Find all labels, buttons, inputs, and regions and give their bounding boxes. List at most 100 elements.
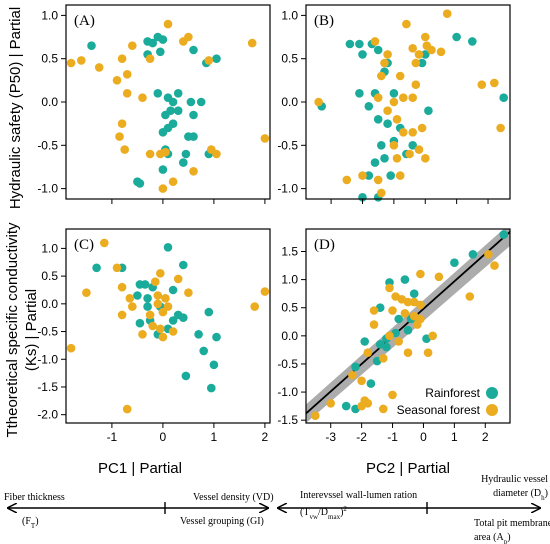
data-point-seasonal xyxy=(442,9,452,18)
data-point-seasonal xyxy=(394,337,404,346)
hydraulic-vessel-label: Hydraulic vessel xyxy=(481,474,548,485)
data-point-rainforest xyxy=(377,141,386,150)
data-point-seasonal xyxy=(122,404,132,414)
fiber-thickness-symbol: (FT) xyxy=(22,516,39,530)
data-point-seasonal xyxy=(405,149,414,159)
data-point-seasonal xyxy=(314,97,323,107)
data-point-seasonal xyxy=(122,89,132,98)
data-point-seasonal xyxy=(400,309,410,318)
data-point-seasonal xyxy=(168,177,178,186)
legend: Rainforest Seasonal forest xyxy=(397,386,498,417)
data-point-seasonal xyxy=(417,123,427,133)
y-tick-label: 0.5 xyxy=(41,269,58,283)
x-tick-label: -2 xyxy=(356,430,367,444)
scatter-panels: (A) 1.0 0.5 0.0 -0.5 -1.0 (B) 1.0 0.5 0.0 -0.5 -1.0… xyxy=(37,4,511,444)
data-point-seasonal xyxy=(117,310,127,320)
x-tick-label: 2 xyxy=(262,430,269,444)
data-point-seasonal xyxy=(120,145,129,154)
y-tick-label: 0.0 xyxy=(281,329,298,343)
data-point-rainforest xyxy=(168,316,178,325)
data-point-seasonal xyxy=(357,376,366,386)
data-point-seasonal xyxy=(380,58,389,68)
data-point-seasonal xyxy=(260,134,270,143)
data-point-seasonal xyxy=(377,71,386,81)
data-point-seasonal xyxy=(161,294,170,303)
data-point-rainforest xyxy=(394,314,404,324)
data-point-seasonal xyxy=(311,411,320,421)
y-tick-label: -0.5 xyxy=(37,325,58,339)
data-point-seasonal xyxy=(421,154,430,163)
y-tick-label: 1.5 xyxy=(281,244,298,258)
data-point-seasonal xyxy=(383,106,392,115)
y-tick-label: 1.0 xyxy=(41,241,58,255)
data-point-seasonal xyxy=(370,37,380,46)
panel-b: (B) 1.0 0.5 0.0 -0.5 -1.0 xyxy=(277,4,511,204)
data-point-rainforest xyxy=(196,97,206,107)
data-point-seasonal xyxy=(388,390,397,400)
x-tick-label: 1 xyxy=(211,430,218,444)
data-point-seasonal xyxy=(395,171,405,180)
vessel-grouping-label: Vessel grouping (GI) xyxy=(180,516,264,527)
data-point-rainforest xyxy=(173,89,183,98)
data-point-seasonal xyxy=(408,128,418,137)
data-point-rainforest xyxy=(400,275,410,284)
data-point-seasonal xyxy=(77,56,86,65)
x-tick-label: 2 xyxy=(482,430,489,444)
data-point-seasonal xyxy=(145,149,155,159)
data-point-rainforest xyxy=(179,313,188,323)
data-point-rainforest xyxy=(450,258,459,268)
plot-frame xyxy=(305,4,511,200)
data-point-seasonal xyxy=(388,306,397,315)
interevssel-symbol: (Tvw/Dmax)2 xyxy=(300,505,347,521)
data-point-rainforest xyxy=(161,110,170,120)
data-point-seasonal xyxy=(403,348,413,358)
data-point-rainforest xyxy=(364,102,374,111)
data-point-seasonal xyxy=(151,277,160,287)
data-point-rainforest xyxy=(499,230,509,239)
data-point-seasonal xyxy=(212,149,221,159)
data-point-rainforest xyxy=(345,39,355,49)
legend-label-seasonal: Seasonal forest xyxy=(397,403,481,417)
y-tick-label: 1.0 xyxy=(281,8,298,22)
data-point-seasonal xyxy=(117,54,127,63)
legend-marker-rainforest xyxy=(486,387,498,399)
data-point-rainforest xyxy=(168,285,178,295)
data-point-seasonal xyxy=(369,306,379,315)
data-point-seasonal xyxy=(383,50,392,59)
plot-frame xyxy=(65,228,271,424)
data-point-rainforest xyxy=(158,165,168,174)
data-point-seasonal xyxy=(173,274,183,284)
y-tick-label: -1.0 xyxy=(277,182,298,196)
data-point-seasonal xyxy=(138,93,147,102)
data-point-seasonal xyxy=(369,320,379,329)
data-point-seasonal xyxy=(411,58,421,68)
data-point-seasonal xyxy=(436,47,446,57)
data-point-seasonal xyxy=(153,299,163,309)
y-tick-label: -0.5 xyxy=(37,138,58,152)
data-point-seasonal xyxy=(122,70,132,79)
y-tick-label: -1.0 xyxy=(277,385,298,399)
pit-membrane-label: Total pit membrane xyxy=(474,518,550,529)
data-point-rainforest xyxy=(181,371,191,381)
data-point-rainforest xyxy=(341,401,351,411)
data-point-seasonal xyxy=(117,282,127,292)
data-point-seasonal xyxy=(421,32,430,42)
data-point-seasonal xyxy=(250,302,259,311)
data-point-rainforest xyxy=(207,383,216,393)
data-point-rainforest xyxy=(373,45,383,55)
data-point-rainforest xyxy=(189,45,198,55)
data-point-seasonal xyxy=(348,370,357,380)
data-point-rainforest xyxy=(409,289,419,299)
data-point-rainforest xyxy=(383,119,392,128)
data-point-seasonal xyxy=(112,76,122,85)
data-point-seasonal xyxy=(496,123,505,133)
data-point-rainforest xyxy=(179,158,188,167)
data-point-rainforest xyxy=(156,47,165,57)
data-point-seasonal xyxy=(416,269,425,279)
data-point-rainforest xyxy=(408,141,418,150)
data-point-seasonal xyxy=(156,324,165,334)
data-point-rainforest xyxy=(189,132,198,141)
data-point-rainforest xyxy=(133,291,142,300)
y-tick-label: -2.0 xyxy=(37,408,58,422)
data-point-rainforest xyxy=(163,243,173,252)
